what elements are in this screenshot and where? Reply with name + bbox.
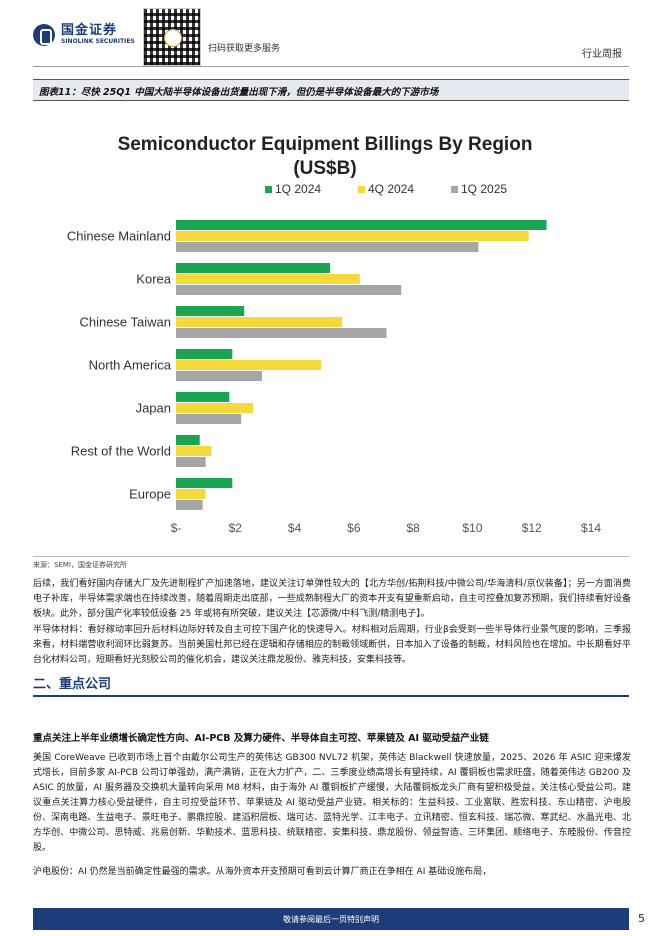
paragraph-hudian: 沪电股份：AI 仍然是当前确定性最强的需求。从海外资本开支预期可看到云计算厂商正… <box>33 867 492 877</box>
chart-bars <box>176 220 547 510</box>
company-logo: 国金证券 SINOLINK SECURITIES <box>33 24 135 46</box>
legend-label: 1Q 2024 <box>275 182 321 196</box>
category-label: Korea <box>136 272 171 287</box>
x-tick-label: $14 <box>581 521 601 535</box>
bar <box>176 489 206 499</box>
qr-center-logo-icon <box>164 29 182 47</box>
logo-name-en: SINOLINK SECURITIES <box>61 38 135 45</box>
bar <box>176 285 402 295</box>
category-label: Rest of the World <box>71 444 171 459</box>
bar <box>176 446 212 456</box>
chart-title: Semiconductor Equipment Billings By Regi… <box>118 134 533 155</box>
legend-label: 1Q 2025 <box>461 182 507 196</box>
scan-caption: 扫码获取更多服务 <box>208 44 281 54</box>
category-label: Chinese Mainland <box>67 229 171 244</box>
x-tick-labels: $- $2 $4 $6 $8 $10 $12 $14 <box>171 521 602 535</box>
bar <box>176 414 242 424</box>
source-divider <box>33 556 629 557</box>
section-divider <box>33 695 629 697</box>
legend-swatch <box>358 186 365 193</box>
paragraph-materials: 半导体材料：看好稼动率回升后材料边际好转及自主可控下国产化的快速导入。材料相对后… <box>33 625 631 665</box>
category-label: Chinese Taiwan <box>79 315 171 330</box>
legend-swatch <box>265 186 272 193</box>
bar <box>176 435 200 445</box>
legend-swatch <box>451 186 458 193</box>
paragraph-equipment: 后续，我们看好国内存储大厂及先进制程扩产加速落地，建议关注订单弹性较大的【北方华… <box>33 579 631 619</box>
bar <box>176 457 206 467</box>
chart-subtitle: (US$B) <box>293 158 356 179</box>
footer-disclaimer: 敬请参阅最后一页特别声明 <box>283 915 379 924</box>
figure-title: 图表11：尽快 25Q1 中国大陆半导体设备出货量出现下滑，但仍是半导体设备最大… <box>39 87 439 98</box>
bar <box>176 231 529 241</box>
bar <box>176 360 322 370</box>
x-tick-label: $12 <box>522 521 542 535</box>
logo-mark-icon <box>33 24 55 46</box>
category-labels: Chinese Mainland Korea Chinese Taiwan North… <box>67 229 172 502</box>
footer-bar: 敬请参阅最后一页特别声明 <box>33 908 629 930</box>
category-label: Europe <box>129 487 171 502</box>
x-tick-label: $10 <box>462 521 482 535</box>
bar <box>176 403 254 413</box>
logo-name-cn: 国金证券 <box>61 23 118 38</box>
section-title: 二、重点公司 <box>33 677 112 692</box>
bar <box>176 242 479 252</box>
bar <box>176 392 230 402</box>
bar <box>176 478 233 488</box>
report-type: 行业周报 <box>582 49 622 60</box>
billings-bar-chart: Semiconductor Equipment Billings By Regi… <box>67 134 602 535</box>
figure-title-bar: 图表11：尽快 25Q1 中国大陆半导体设备出货量出现下滑，但仍是半导体设备最大… <box>33 79 629 101</box>
bar <box>176 263 331 273</box>
bar <box>176 220 547 230</box>
bar <box>176 349 233 359</box>
header-divider <box>33 66 629 67</box>
bar <box>176 306 245 316</box>
qr-code <box>143 8 201 66</box>
bar <box>176 500 203 510</box>
x-tick-label: $2 <box>229 521 243 535</box>
x-tick-label: $4 <box>288 521 302 535</box>
figure-source: 来源：SEMI，国金证券研究所 <box>33 561 127 569</box>
page-number: 5 <box>638 912 645 925</box>
category-label: North America <box>89 358 172 373</box>
focus-subtitle: 重点关注上半年业绩增长确定性方向、AI-PCB 及算力硬件、半导体自主可控、苹果… <box>33 733 489 744</box>
page-header: 国金证券 SINOLINK SECURITIES 扫码获取更多服务 行业周报 <box>0 0 662 70</box>
paragraph-key-companies: 美国 CoreWeave 已收到市场上首个由戴尔公司生产的英伟达 GB300 N… <box>33 753 631 853</box>
x-tick-label: $8 <box>406 521 420 535</box>
bar <box>176 328 387 338</box>
bar <box>176 371 262 381</box>
bar <box>176 317 342 327</box>
x-tick-label: $- <box>171 521 182 535</box>
page-footer: 敬请参阅最后一页特别声明 5 <box>0 908 662 936</box>
legend-label: 4Q 2024 <box>368 182 414 196</box>
category-label: Japan <box>136 401 171 416</box>
x-tick-label: $6 <box>347 521 361 535</box>
bar <box>176 274 360 284</box>
chart-legend: 1Q 2024 4Q 2024 1Q 2025 <box>265 182 507 196</box>
